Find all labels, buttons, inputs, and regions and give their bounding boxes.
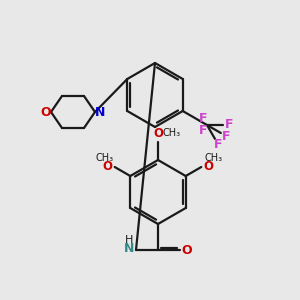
Text: F: F [222, 130, 230, 142]
Text: CH₃: CH₃ [96, 153, 114, 163]
Text: F: F [214, 138, 222, 151]
Text: N: N [95, 106, 105, 118]
Text: N: N [124, 242, 134, 254]
Text: O: O [153, 127, 163, 140]
Text: CH₃: CH₃ [204, 153, 222, 163]
Text: CH₃: CH₃ [163, 128, 181, 138]
Text: O: O [103, 160, 113, 173]
Text: F: F [199, 124, 207, 137]
Text: F: F [225, 118, 233, 131]
Text: H: H [125, 235, 133, 245]
Text: O: O [203, 160, 213, 173]
Text: O: O [41, 106, 51, 118]
Text: F: F [199, 112, 207, 125]
Text: O: O [182, 244, 192, 256]
